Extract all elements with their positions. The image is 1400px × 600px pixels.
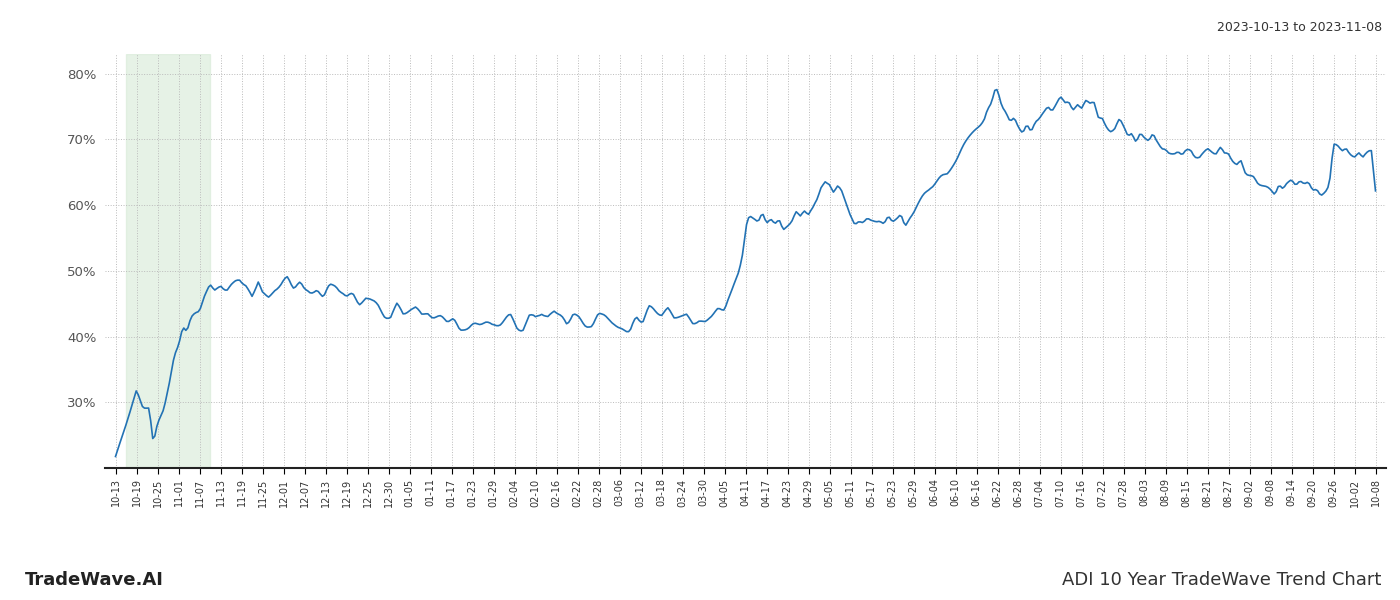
Text: 2023-10-13 to 2023-11-08: 2023-10-13 to 2023-11-08 <box>1217 21 1382 34</box>
Text: ADI 10 Year TradeWave Trend Chart: ADI 10 Year TradeWave Trend Chart <box>1063 571 1382 589</box>
Bar <box>126 54 210 468</box>
Text: TradeWave.AI: TradeWave.AI <box>25 571 164 589</box>
